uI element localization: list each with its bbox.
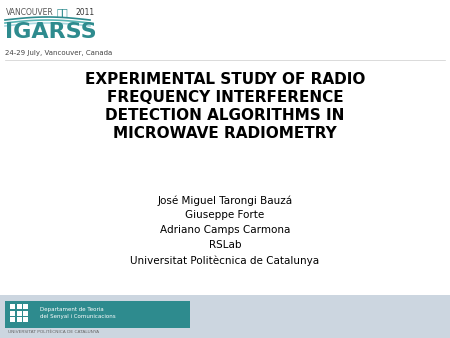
Text: Departament de Teoria
del Senyal i Comunicacions: Departament de Teoria del Senyal i Comun… [40,307,116,319]
Text: José Miguel Tarongi Bauzá
Giuseppe Forte
Adriano Camps Carmona
RSLab
Universitat: José Miguel Tarongi Bauzá Giuseppe Forte… [130,195,320,266]
Bar [23,304,28,309]
Text: UNIVERSITAT POLITÈCNICA DE CATALUNYA: UNIVERSITAT POLITÈCNICA DE CATALUNYA [8,330,99,334]
Bar [17,311,22,315]
Text: VANCOUVER: VANCOUVER [6,8,54,17]
Text: IGARSS: IGARSS [5,22,97,42]
Bar [10,304,15,309]
Bar [23,311,28,315]
Text: 仙台: 仙台 [57,7,69,17]
Text: 24-29 July, Vancouver, Canada: 24-29 July, Vancouver, Canada [5,50,112,56]
Bar [0,295,450,338]
Bar [10,317,15,322]
Bar [10,311,15,315]
Bar [17,304,22,309]
Bar [23,317,28,322]
Text: EXPERIMENTAL STUDY OF RADIO
FREQUENCY INTERFERENCE
DETECTION ALGORITHMS IN
MICRO: EXPERIMENTAL STUDY OF RADIO FREQUENCY IN… [85,72,365,141]
Bar [5,301,190,328]
Text: 2011: 2011 [76,8,95,17]
Bar [17,317,22,322]
